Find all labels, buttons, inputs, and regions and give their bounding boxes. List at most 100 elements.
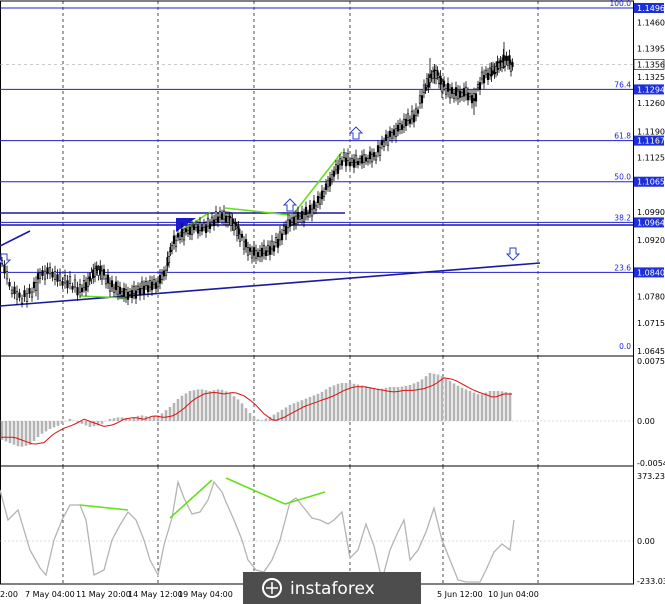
candle-body bbox=[508, 55, 511, 64]
macd-bar bbox=[400, 386, 404, 421]
candle-body bbox=[444, 88, 448, 95]
macd-bar bbox=[164, 410, 168, 421]
macd-bar bbox=[384, 387, 388, 421]
candle-body bbox=[56, 274, 59, 282]
macd-bar bbox=[220, 389, 224, 421]
macd-bar bbox=[436, 374, 440, 421]
candle-body bbox=[298, 215, 302, 220]
candle-body bbox=[306, 213, 310, 218]
candle-body bbox=[88, 276, 91, 282]
macd-bar bbox=[364, 386, 368, 421]
candle-body bbox=[372, 152, 376, 157]
candle-body bbox=[482, 75, 486, 84]
macd-bar bbox=[216, 389, 220, 421]
macd-bar bbox=[100, 421, 104, 424]
macd-bar bbox=[376, 388, 380, 421]
candle-body bbox=[86, 278, 90, 287]
candle-body bbox=[268, 246, 272, 255]
candle-body bbox=[396, 124, 400, 132]
candle-body bbox=[124, 289, 128, 298]
candle-body bbox=[248, 247, 252, 252]
candle-body bbox=[106, 274, 110, 284]
macd-bar bbox=[368, 387, 372, 421]
price-label: 1.1325 bbox=[637, 73, 665, 82]
candle-body bbox=[424, 86, 427, 91]
macd-bar bbox=[256, 419, 260, 421]
candle-body bbox=[464, 86, 468, 96]
macd-bar bbox=[88, 421, 92, 427]
macd-bar bbox=[80, 421, 84, 424]
candle-body bbox=[344, 157, 348, 167]
price-label: 1.1496 bbox=[637, 4, 665, 13]
macd-bar bbox=[180, 395, 184, 421]
candle-body bbox=[192, 225, 196, 231]
macd-bar bbox=[380, 388, 384, 421]
candle-body bbox=[78, 284, 82, 293]
candle-body bbox=[164, 269, 168, 276]
up-arrow-icon bbox=[282, 198, 298, 212]
candle-body bbox=[32, 281, 36, 289]
main-panel-frame bbox=[0, 0, 634, 357]
candle-body bbox=[439, 75, 442, 85]
macd-bar bbox=[192, 390, 196, 421]
cci-label: -233.037 bbox=[637, 577, 665, 586]
macd-bar bbox=[320, 391, 324, 421]
macd-bar bbox=[116, 417, 120, 421]
macd-bar bbox=[496, 391, 500, 421]
macd-bar bbox=[296, 401, 300, 421]
candle-body bbox=[356, 161, 360, 165]
time-label: 2:00 bbox=[0, 590, 18, 599]
candle-body bbox=[376, 145, 380, 153]
candle-body bbox=[184, 228, 188, 233]
candle-body bbox=[160, 273, 164, 280]
candle-body bbox=[218, 211, 222, 218]
cci-label: 373.2326 bbox=[637, 472, 665, 481]
macd-bar bbox=[248, 413, 252, 421]
watermark-text: instaforex bbox=[290, 579, 375, 599]
candle-body bbox=[264, 250, 268, 256]
candle-body bbox=[378, 147, 382, 156]
candle-body bbox=[416, 109, 420, 114]
candle-body bbox=[110, 280, 114, 288]
price-label: 1.0964 bbox=[637, 218, 665, 227]
candle-body bbox=[150, 281, 154, 291]
macd-bar bbox=[152, 416, 156, 421]
macd-bar bbox=[92, 421, 96, 427]
macd-bar bbox=[508, 392, 512, 421]
price-label: 1.1294 bbox=[637, 85, 665, 94]
macd-bar bbox=[96, 421, 100, 426]
candle-body bbox=[100, 270, 104, 280]
candle-body bbox=[362, 154, 366, 163]
candle-body bbox=[326, 180, 330, 188]
macd-bar bbox=[300, 400, 304, 421]
candle-body bbox=[274, 237, 278, 243]
divergence-line bbox=[225, 477, 286, 505]
candle-body bbox=[172, 235, 176, 244]
candle-body bbox=[30, 291, 34, 298]
candle-body bbox=[126, 291, 130, 300]
macd-bar bbox=[468, 391, 472, 421]
macd-bar bbox=[316, 393, 320, 421]
candle-body bbox=[456, 90, 460, 100]
price-label: 1.1167 bbox=[637, 137, 665, 146]
candle-body bbox=[152, 279, 156, 285]
candle-body bbox=[490, 67, 493, 77]
macd-bar bbox=[132, 417, 136, 421]
candle-body bbox=[167, 256, 171, 263]
candle-body bbox=[204, 225, 208, 233]
candle-body bbox=[282, 225, 286, 232]
candle-body bbox=[162, 270, 166, 277]
macd-bar bbox=[304, 398, 308, 421]
candle-body bbox=[202, 222, 206, 228]
candle-body bbox=[182, 232, 186, 241]
candle-body bbox=[386, 136, 390, 146]
candle-body bbox=[408, 119, 412, 124]
candle-body bbox=[382, 141, 386, 147]
candle-body bbox=[318, 197, 322, 205]
candle-body bbox=[332, 170, 336, 177]
candle-body bbox=[237, 226, 240, 234]
candle-body bbox=[348, 161, 352, 167]
trend-line bbox=[0, 262, 541, 307]
candle-body bbox=[80, 287, 84, 293]
fib-label: 76.4 bbox=[614, 80, 631, 89]
